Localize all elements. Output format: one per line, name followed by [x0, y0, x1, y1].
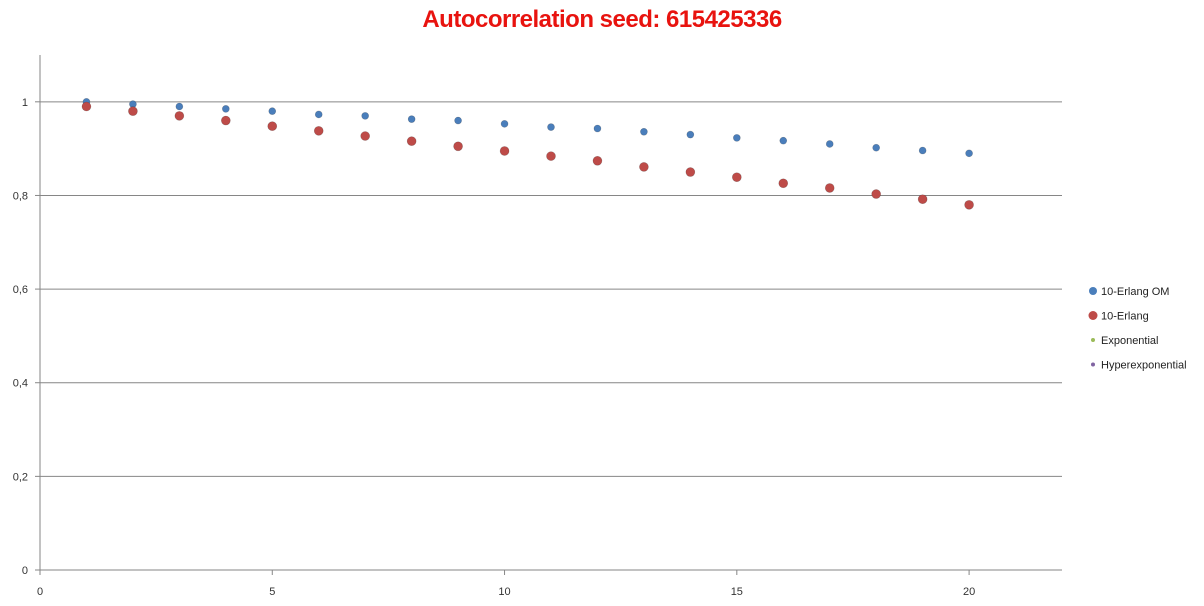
chart-title: Autocorrelation seed: 615425336: [422, 6, 782, 33]
legend-marker: [1088, 311, 1098, 320]
legend-label: 10-Erlang: [1101, 311, 1149, 323]
data-point: [639, 162, 649, 172]
y-tick-label: 0,8: [13, 190, 28, 202]
data-point: [640, 127, 648, 136]
legend-label: 10-Erlang OM: [1101, 286, 1169, 298]
data-point: [128, 106, 138, 116]
x-tick-label: 5: [269, 586, 275, 598]
data-point: [499, 146, 510, 156]
data-point: [593, 124, 602, 133]
legend: 10-Erlang OM 10-Erlang Exponential Hyperexp…: [1088, 286, 1187, 372]
data-point: [872, 143, 880, 152]
series-10-erlang: [81, 101, 974, 210]
data-point: [267, 121, 278, 131]
data-point: [81, 101, 92, 112]
data-point: [222, 105, 230, 113]
x-tick-label: 0: [37, 586, 43, 598]
data-point: [546, 151, 556, 161]
data-point: [454, 116, 462, 125]
x-tick-label: 20: [963, 586, 975, 598]
data-point: [871, 189, 881, 199]
grid-layer: [40, 101, 1062, 477]
y-tick-label: 0,2: [13, 471, 28, 483]
y-tick-label: 1: [22, 97, 28, 109]
data-point: [824, 183, 835, 193]
legend-label: Hyperexponential: [1101, 360, 1187, 372]
data-point: [732, 172, 742, 182]
data-point: [313, 126, 324, 136]
data-point: [547, 123, 555, 131]
data-point: [453, 141, 463, 152]
y-tick-label: 0,4: [13, 378, 28, 390]
y-tick-label: 0: [22, 565, 28, 577]
data-point: [175, 102, 184, 111]
data-point: [778, 178, 789, 189]
data-point: [686, 130, 695, 139]
data-point: [733, 134, 741, 142]
data-point: [592, 156, 603, 166]
data-point: [360, 131, 370, 141]
data-point: [361, 112, 369, 120]
data-point: [779, 136, 788, 145]
legend-label: Exponential: [1101, 335, 1159, 347]
data-point: [314, 110, 323, 119]
data-point: [685, 167, 696, 177]
x-tick-label: 15: [731, 586, 743, 598]
x-tick-label: 10: [498, 586, 510, 598]
data-point: [174, 111, 185, 121]
axis-layer: 00,20,40,60,810 5 10 15 20: [13, 55, 1062, 598]
series-layer: [81, 98, 974, 210]
data-point: [500, 120, 509, 128]
data-point: [917, 194, 928, 204]
data-point: [964, 200, 974, 210]
data-point: [406, 136, 417, 146]
data-point: [221, 115, 231, 126]
legend-marker: [1089, 287, 1097, 295]
data-point: [268, 107, 277, 115]
data-point: [965, 149, 973, 158]
legend-marker: [1091, 362, 1095, 367]
legend-marker: [1091, 338, 1095, 342]
data-point: [918, 146, 927, 155]
data-point: [407, 115, 416, 123]
y-tick-label: 0,6: [13, 284, 28, 296]
data-point: [825, 140, 834, 148]
series-10-erlang-om: [82, 98, 973, 158]
